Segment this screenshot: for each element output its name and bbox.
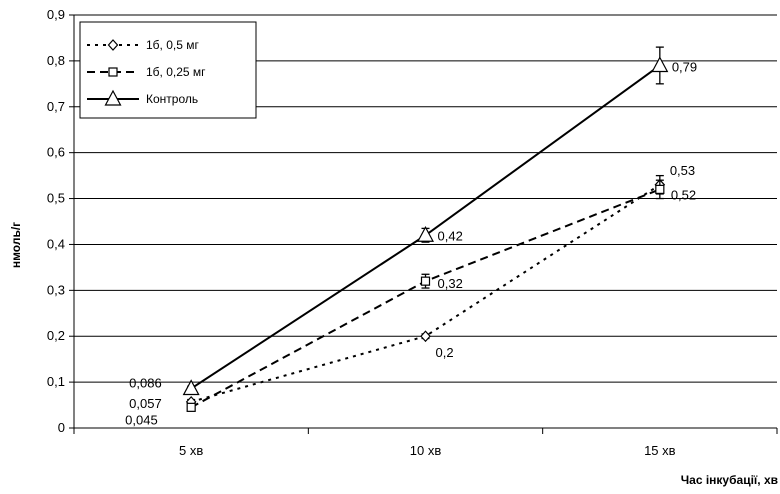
x-tick-label: 5 хв <box>179 443 203 458</box>
y-tick-label: 0,1 <box>47 374 65 389</box>
data-point <box>420 330 431 343</box>
series-line <box>190 183 661 403</box>
data-label: 0,045 <box>125 412 158 427</box>
data-point <box>186 402 196 412</box>
y-tick-label: 0,4 <box>47 236 65 251</box>
y-tick-label: 0,5 <box>47 191 65 206</box>
data-point <box>182 379 200 396</box>
y-tick-label: 0,7 <box>47 99 65 114</box>
x-tick-label: 15 хв <box>644 443 676 458</box>
data-labels: 0,057 0,2 0,53 0,045 0,32 0,52 0,086 0,42 0,79 <box>125 59 697 427</box>
data-point <box>416 225 435 242</box>
axes: 0 0,1 0,2 0,3 0,4 0,5 0,6 0,7 0,8 0,9 5 хв 10 хв 15 … <box>47 7 778 458</box>
x-tick-label: 10 хв <box>410 443 442 458</box>
y-tick-label: 0,8 <box>47 53 65 68</box>
y-tick-label: 0,6 <box>47 145 65 160</box>
legend-marker <box>104 89 122 106</box>
legend-label: Контроль <box>146 92 198 106</box>
y-tick-label: 0 <box>58 420 65 435</box>
data-label: 0,52 <box>671 187 696 202</box>
legend-label: 1б, 0,5 мг <box>146 38 199 52</box>
series-line <box>190 188 661 409</box>
data-label: 0,086 <box>129 376 162 391</box>
legend: 1б, 0,5 мг 1б, 0,25 мг Контроль <box>79 21 257 119</box>
data-label: 0,42 <box>438 228 463 243</box>
data-point <box>651 56 669 73</box>
data-label: 0,2 <box>436 345 454 360</box>
series-lines <box>182 46 669 412</box>
data-label: 0,32 <box>438 276 463 291</box>
x-axis-title: Час інкубації, хв <box>681 473 778 487</box>
legend-label: 1б, 0,25 мг <box>146 65 206 79</box>
y-tick-label: 0,9 <box>47 7 65 22</box>
data-point <box>655 184 665 194</box>
y-axis-title: нмоль/г <box>9 222 23 268</box>
data-label: 0,53 <box>670 163 695 178</box>
data-label: 0,79 <box>672 59 697 74</box>
legend-marker <box>107 39 119 51</box>
data-label: 0,057 <box>129 396 162 411</box>
y-tick-label: 0,3 <box>47 282 65 297</box>
y-tick-label: 0,2 <box>47 328 65 343</box>
data-point <box>420 276 431 286</box>
legend-marker <box>108 67 118 77</box>
